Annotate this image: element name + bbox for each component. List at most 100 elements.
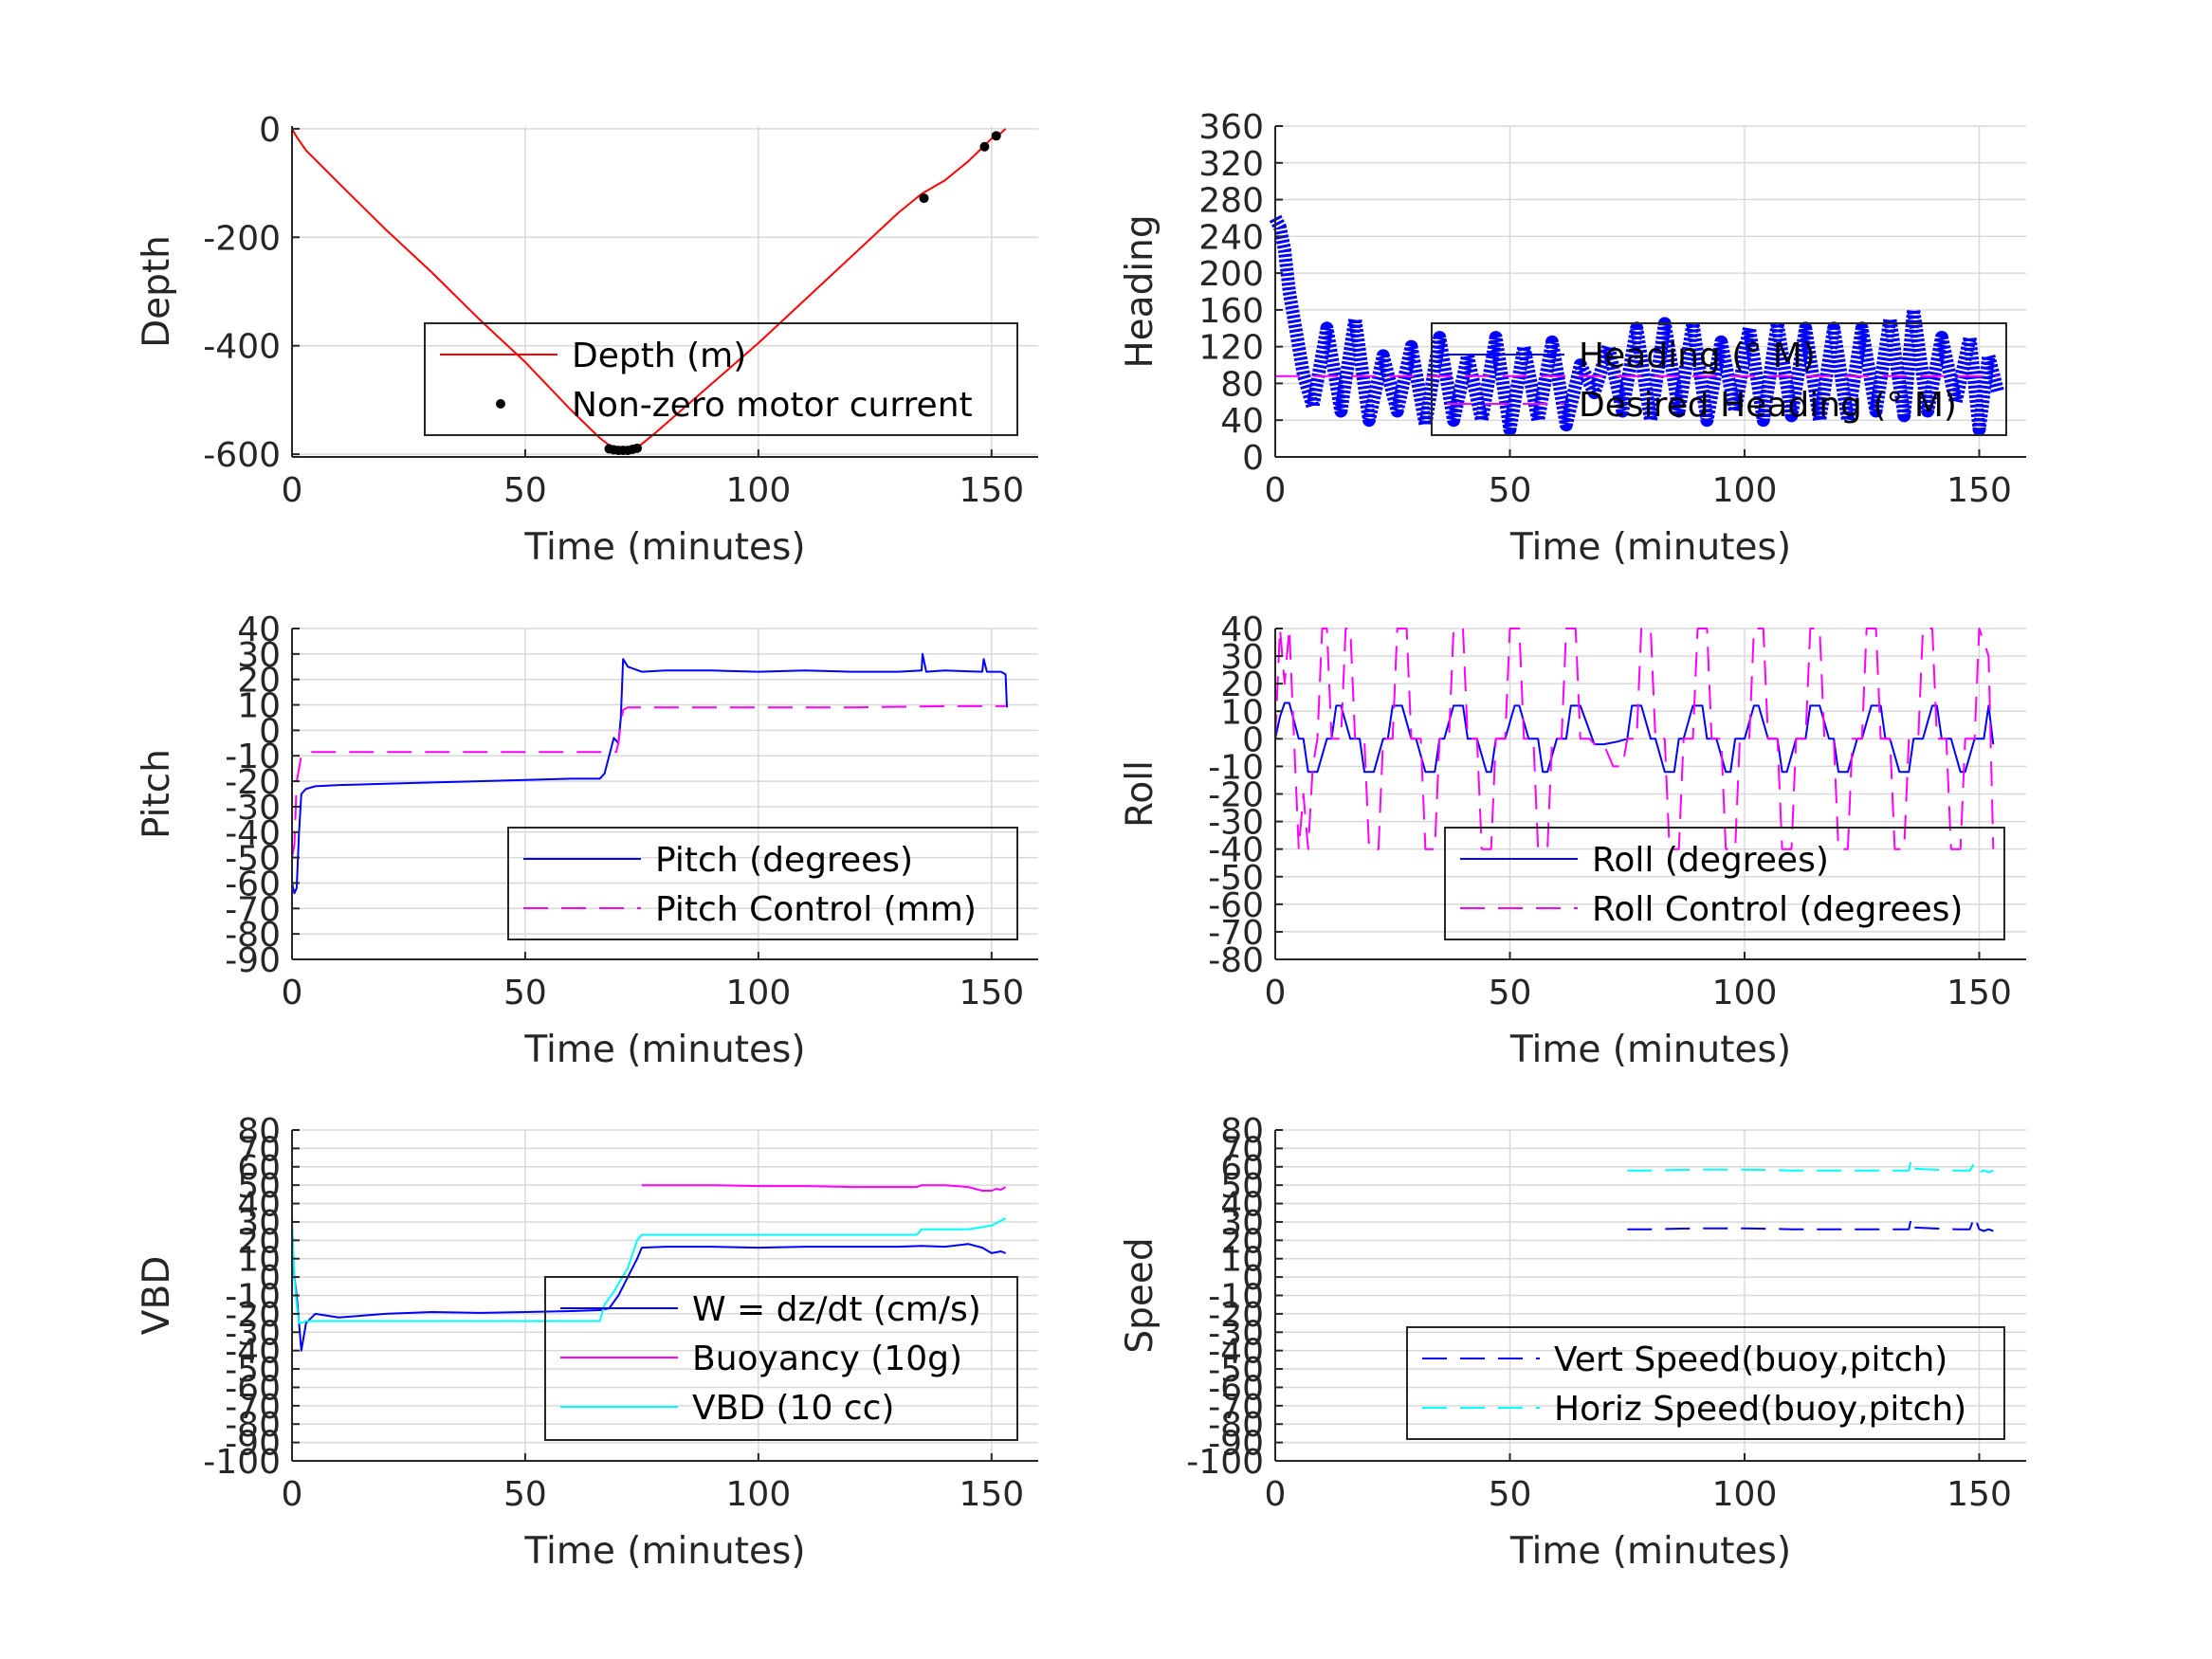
legend-label: Buoyancy (10g) bbox=[692, 1340, 962, 1378]
series-line-0 bbox=[291, 652, 1008, 895]
y-tick-label: -80 bbox=[1208, 941, 1264, 980]
series-point bbox=[919, 193, 929, 204]
y-tick-label: 20 bbox=[1220, 1222, 1264, 1261]
x-tick-label: 50 bbox=[1489, 471, 1532, 510]
y-tick-label: 40 bbox=[1220, 611, 1264, 649]
y-tick-label: -60 bbox=[225, 865, 281, 903]
x-tick-label: 100 bbox=[726, 1475, 792, 1514]
y-axis-label: VBD bbox=[136, 1256, 178, 1335]
legend-label: Roll Control (degrees) bbox=[1592, 890, 1963, 929]
x-axis-label: Time (minutes) bbox=[523, 1029, 805, 1071]
legend-box bbox=[1444, 827, 2005, 940]
chart-depth: 0 50 100 150 0 -200 -400 -600 Time (minutes) Dept… bbox=[136, 111, 1038, 569]
y-tick-label: 20 bbox=[237, 1222, 281, 1261]
x-axis-label: Time (minutes) bbox=[523, 526, 805, 569]
x-axis-label: Time (minutes) bbox=[523, 1530, 805, 1573]
y-tick-label: 160 bbox=[1198, 292, 1264, 331]
series-line-0 bbox=[1269, 214, 2005, 436]
x-axis-label: Time (minutes) bbox=[1509, 526, 1791, 569]
x-tick-label: 100 bbox=[1712, 1475, 1778, 1514]
legend-label: Heading (° M) bbox=[1579, 337, 1816, 375]
x-tick-label: 0 bbox=[282, 1475, 303, 1514]
series-line-1 bbox=[641, 1184, 1007, 1192]
y-tick-label: -30 bbox=[225, 789, 281, 828]
y-tick-label: -30 bbox=[225, 1314, 281, 1353]
y-tick-label: -90 bbox=[1208, 1425, 1264, 1464]
y-tick-label: -20 bbox=[225, 763, 281, 802]
y-tick-label: -30 bbox=[1208, 804, 1264, 843]
x-tick-label: 50 bbox=[1489, 974, 1532, 1012]
series-line-1 bbox=[291, 704, 1006, 858]
series-point bbox=[631, 443, 642, 453]
y-tick-label: -30 bbox=[1208, 1314, 1264, 1353]
y-tick-label: -100 bbox=[203, 1443, 281, 1482]
y-tick-label: -40 bbox=[225, 814, 281, 853]
y-tick-label: 10 bbox=[237, 1241, 281, 1280]
y-tick-label: -40 bbox=[225, 1333, 281, 1372]
x-tick-label: 0 bbox=[1265, 1475, 1287, 1514]
y-tick-label: 40 bbox=[237, 611, 281, 649]
x-tick-label: 150 bbox=[1947, 1475, 2012, 1514]
series-point bbox=[979, 141, 990, 152]
y-tick-label: 40 bbox=[1220, 1186, 1264, 1225]
y-tick-label: 120 bbox=[1198, 329, 1264, 368]
x-tick-label: 0 bbox=[1265, 471, 1287, 510]
legend: Heading (° M) Desired Heading (° M) bbox=[1431, 322, 2007, 436]
y-tick-label: -50 bbox=[1208, 1351, 1264, 1390]
y-tick-label: -40 bbox=[1208, 1333, 1264, 1372]
legend: Roll (degrees) Roll Control (degrees) bbox=[1444, 827, 2005, 940]
legend-box bbox=[1406, 1326, 2005, 1440]
y-tick-label: -10 bbox=[225, 1278, 281, 1317]
y-tick-label: -70 bbox=[225, 890, 281, 929]
x-tick-label: 100 bbox=[726, 471, 792, 510]
series-point bbox=[991, 131, 1001, 141]
y-tick-label: 50 bbox=[1220, 1167, 1264, 1206]
y-tick-label: 70 bbox=[1220, 1130, 1264, 1169]
legend-label: Non-zero motor current bbox=[572, 386, 973, 425]
chart-pitch: 0 50 100 150-90-80-70-60-50-40-30-20-100102… bbox=[136, 611, 1038, 1071]
legend-label: Roll (degrees) bbox=[1592, 841, 1829, 880]
y-tick-label: -10 bbox=[225, 738, 281, 776]
y-tick-label: 30 bbox=[1220, 1204, 1264, 1243]
x-tick-label: 150 bbox=[959, 471, 1024, 510]
y-tick-label: 200 bbox=[1198, 255, 1264, 294]
x-axis-label: Time (minutes) bbox=[1509, 1029, 1791, 1071]
y-tick-label: 40 bbox=[1220, 402, 1264, 441]
y-tick-label: 30 bbox=[1220, 638, 1264, 677]
y-tick-label: -70 bbox=[225, 1388, 281, 1427]
legend-label: Horiz Speed(buoy,pitch) bbox=[1554, 1390, 1966, 1429]
legend-label: Pitch (degrees) bbox=[655, 841, 913, 880]
y-tick-label: 60 bbox=[237, 1149, 281, 1188]
y-tick-label: 320 bbox=[1198, 145, 1264, 184]
legend-label: Pitch Control (mm) bbox=[655, 890, 977, 929]
chart-vbd: 0 50 100 150-100-90-80-70-60-50-40-30-20-10… bbox=[136, 1112, 1038, 1573]
y-tick-label: 40 bbox=[237, 1186, 281, 1225]
y-tick-label: 10 bbox=[1220, 693, 1264, 732]
y-tick-label: -40 bbox=[1208, 831, 1264, 870]
y-tick-label: -600 bbox=[203, 436, 281, 475]
x-tick-label: 150 bbox=[1947, 471, 2012, 510]
x-tick-label: 0 bbox=[282, 471, 303, 510]
y-tick-label: -60 bbox=[1208, 886, 1264, 925]
y-tick-label: -80 bbox=[1208, 1406, 1264, 1445]
y-tick-label: -90 bbox=[225, 1425, 281, 1464]
legend-box bbox=[424, 322, 1018, 436]
y-tick-label: -10 bbox=[1208, 748, 1264, 787]
x-tick-label: 150 bbox=[959, 1475, 1024, 1514]
x-tick-label: 100 bbox=[1712, 974, 1778, 1012]
chart-speed: 0 50 100 150-100-90-80-70-60-50-40-30-20-10… bbox=[1119, 1112, 2026, 1573]
y-tick-label: -50 bbox=[225, 840, 281, 879]
legend: Depth (m) Non-zero motor current bbox=[424, 322, 1018, 436]
y-tick-label: 10 bbox=[1220, 1241, 1264, 1280]
y-tick-label: 10 bbox=[237, 687, 281, 726]
series-line-2 bbox=[291, 1217, 1007, 1324]
x-tick-label: 50 bbox=[503, 471, 547, 510]
y-tick-label: 30 bbox=[237, 636, 281, 675]
y-tick-label: -80 bbox=[225, 1406, 281, 1445]
y-tick-label: -50 bbox=[225, 1351, 281, 1390]
series-line-1 bbox=[1274, 628, 1995, 850]
y-tick-label: 0 bbox=[1242, 720, 1264, 759]
y-axis-label: Pitch bbox=[136, 749, 178, 839]
